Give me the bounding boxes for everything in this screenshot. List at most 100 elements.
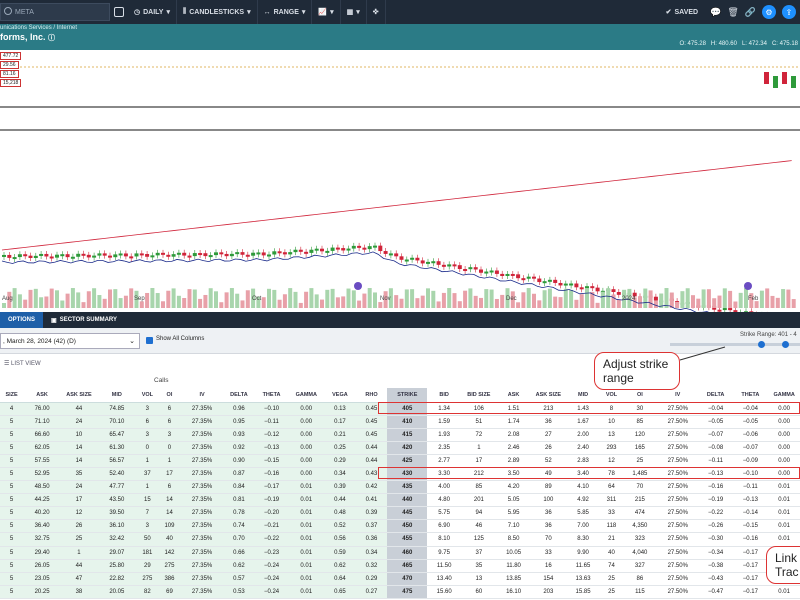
table-cell[interactable]: 0.01: [768, 519, 800, 534]
table-cell[interactable]: 0.01: [288, 506, 325, 521]
table-cell[interactable]: 44.25: [23, 493, 62, 508]
table-cell[interactable]: 27.35%: [181, 480, 224, 495]
table-cell[interactable]: 293: [599, 441, 624, 455]
table-cell[interactable]: 386: [157, 572, 182, 586]
table-cell[interactable]: 10: [599, 415, 624, 429]
table-cell[interactable]: 14: [61, 441, 97, 455]
table-cell[interactable]: 27.50%: [656, 454, 699, 468]
table-cell[interactable]: 425: [387, 454, 428, 468]
table-cell[interactable]: 0.64: [324, 572, 356, 586]
table-cell[interactable]: 0.29: [355, 572, 388, 586]
table-cell[interactable]: 0.43: [355, 467, 388, 482]
column-header[interactable]: GAMMA: [288, 388, 325, 403]
table-cell[interactable]: 2.40: [566, 441, 600, 455]
table-cell[interactable]: 275: [136, 572, 158, 586]
table-row[interactable]: 5 66.60 10 65.47 3 3 27.35% 0.93 −0.12 0.00 0.21 0.…: [0, 428, 800, 442]
table-cell[interactable]: 27.50%: [656, 546, 699, 560]
table-cell[interactable]: 26: [530, 441, 567, 455]
table-cell[interactable]: −0.26: [698, 519, 733, 534]
table-cell[interactable]: 0.01: [288, 559, 325, 573]
table-cell[interactable]: 405: [387, 402, 428, 416]
table-cell[interactable]: 5.05: [496, 493, 531, 508]
table-cell[interactable]: 4,350: [623, 519, 657, 534]
column-header[interactable]: SIZE: [0, 388, 24, 403]
table-cell[interactable]: 27.35%: [181, 506, 224, 521]
table-row[interactable]: 5 71.10 24 70.10 6 6 27.35% 0.95 −0.11 0.00 0.17 0.…: [0, 415, 800, 429]
trash-icon[interactable]: 🗑: [727, 6, 739, 17]
column-header[interactable]: DELTA: [223, 388, 255, 403]
strike-range-slider[interactable]: [670, 341, 800, 348]
table-cell[interactable]: 14: [61, 454, 97, 468]
table-cell[interactable]: 0.45: [355, 428, 388, 442]
table-cell[interactable]: 8.10: [427, 532, 461, 547]
table-cell[interactable]: 12: [599, 454, 624, 468]
table-cell[interactable]: −0.21: [254, 519, 289, 534]
table-cell[interactable]: 5: [0, 585, 24, 599]
table-cell[interactable]: 1,485: [623, 467, 657, 482]
table-cell[interactable]: 27.35%: [181, 415, 224, 429]
expiration-select[interactable]: , March 28, 2024 (42) (D) ⌄: [0, 333, 140, 349]
table-cell[interactable]: 71.10: [23, 415, 62, 429]
table-cell[interactable]: 0.32: [355, 559, 388, 573]
crosshair-button[interactable]: ✜: [367, 0, 386, 24]
table-cell[interactable]: 0.36: [355, 532, 388, 547]
table-cell[interactable]: 5: [0, 572, 24, 586]
table-cell[interactable]: 7: [136, 506, 158, 521]
indicators-button[interactable]: 📈 ▾: [312, 0, 341, 24]
table-cell[interactable]: 5: [0, 532, 24, 547]
column-header[interactable]: VEGA: [324, 388, 356, 403]
table-cell[interactable]: 9.90: [566, 546, 600, 560]
table-cell[interactable]: 2.89: [496, 454, 531, 468]
table-cell[interactable]: 38: [61, 585, 97, 599]
tab-sector-summary[interactable]: ▣ SECTOR SUMMARY: [51, 317, 118, 324]
table-cell[interactable]: 11.80: [496, 559, 531, 573]
table-cell[interactable]: 5: [0, 441, 24, 455]
table-cell[interactable]: 106: [460, 402, 497, 416]
table-cell[interactable]: 445: [387, 506, 428, 521]
table-cell[interactable]: 0.44: [324, 493, 356, 508]
table-cell[interactable]: 4,040: [623, 546, 657, 560]
table-cell[interactable]: 0.00: [288, 454, 325, 468]
column-header[interactable]: OI: [623, 388, 657, 403]
table-cell[interactable]: 32.42: [96, 532, 137, 547]
table-cell[interactable]: 0.56: [324, 532, 356, 547]
table-cell[interactable]: 0.01: [768, 532, 800, 547]
table-cell[interactable]: 5: [0, 559, 24, 573]
table-cell[interactable]: 85: [460, 480, 497, 495]
table-cell[interactable]: 0.39: [355, 506, 388, 521]
table-cell[interactable]: 0.39: [324, 480, 356, 495]
show-all-columns-checkbox[interactable]: [146, 337, 153, 344]
table-cell[interactable]: −0.04: [698, 402, 733, 416]
table-row[interactable]: 5 26.05 44 25.80 29 275 27.35% 0.62 −0.24 0.01 0.6…: [0, 559, 800, 573]
table-cell[interactable]: 5: [0, 519, 24, 534]
table-cell[interactable]: 1.67: [566, 415, 600, 429]
table-cell[interactable]: 27.35%: [181, 402, 224, 416]
table-cell[interactable]: −0.11: [732, 480, 769, 495]
table-cell[interactable]: 1: [460, 441, 497, 455]
table-row[interactable]: 5 20.25 38 20.05 82 69 27.35% 0.53 −0.24 0.01 0.65…: [0, 585, 800, 599]
table-cell[interactable]: 39.50: [96, 506, 137, 521]
table-cell[interactable]: 460: [387, 546, 428, 560]
table-cell[interactable]: 22.82: [96, 572, 137, 586]
table-cell[interactable]: 16.10: [496, 585, 531, 599]
table-row[interactable]: 5 57.55 14 56.57 1 1 27.35% 0.90 −0.15 0.00 0.29 0.…: [0, 454, 800, 468]
column-header[interactable]: DELTA: [698, 388, 733, 403]
table-cell[interactable]: 33: [599, 506, 624, 521]
table-cell[interactable]: 15.60: [427, 585, 461, 599]
table-cell[interactable]: 1.59: [427, 415, 461, 429]
table-cell[interactable]: 25: [623, 454, 657, 468]
table-cell[interactable]: 17: [157, 467, 182, 482]
table-cell[interactable]: 27.35%: [181, 519, 224, 534]
table-cell[interactable]: 0.00: [288, 441, 325, 455]
table-cell[interactable]: 85: [623, 415, 657, 429]
table-cell[interactable]: 0.01: [288, 546, 325, 560]
table-cell[interactable]: 1: [136, 454, 158, 468]
table-cell[interactable]: 0.21: [324, 428, 356, 442]
slider-handle-low[interactable]: [758, 341, 765, 348]
table-cell[interactable]: 12: [61, 506, 97, 521]
table-cell[interactable]: 60: [460, 585, 497, 599]
table-cell[interactable]: 17: [61, 493, 97, 508]
table-cell[interactable]: 154: [530, 572, 567, 586]
table-cell[interactable]: 1.34: [427, 402, 461, 416]
interval-button[interactable]: ◷ DAILY ▾: [128, 0, 177, 24]
